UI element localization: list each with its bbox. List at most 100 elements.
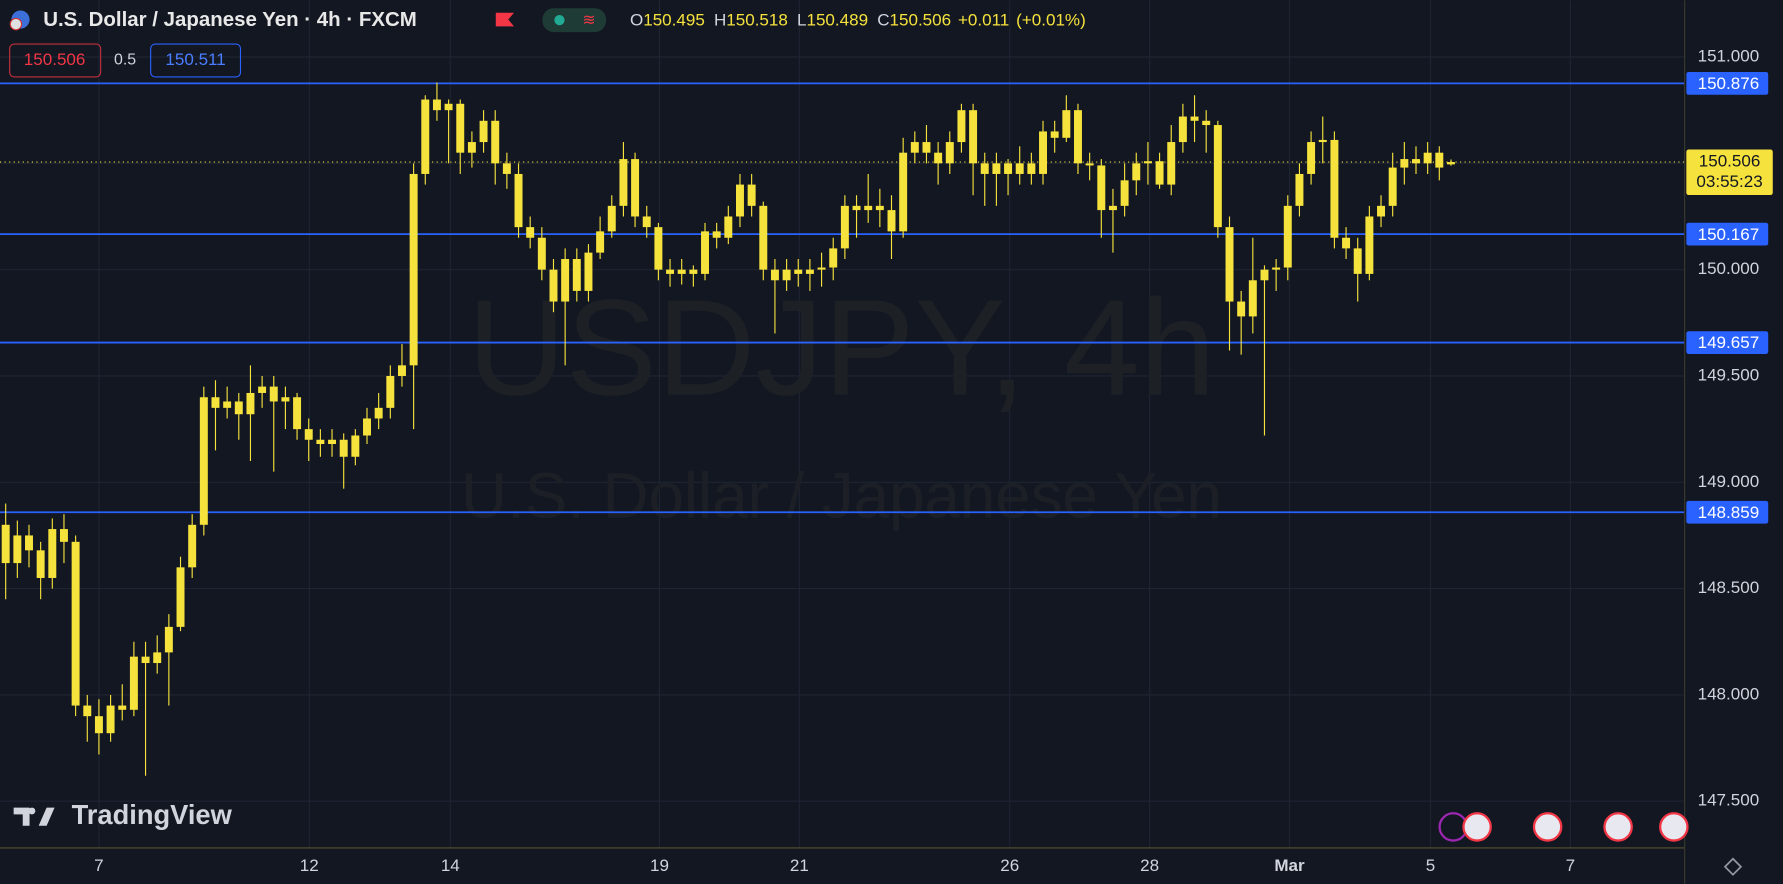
ohlc-label: C <box>877 10 889 29</box>
watermark-name: U.S. Dollar / Japanese Yen <box>461 460 1222 531</box>
candle-body <box>1318 139 1327 143</box>
price-axis: 147.500 148.000 148.500 149.000 149.500 150.0… <box>1686 47 1773 810</box>
watermark-symbol: USDJPY, 4h <box>467 270 1215 423</box>
candle-body <box>1108 205 1117 211</box>
candle-body <box>1365 216 1374 274</box>
level-label: 148.859 <box>1698 503 1760 522</box>
candle-body <box>631 159 640 217</box>
event-icon[interactable] <box>1603 812 1633 842</box>
candle-body <box>607 205 616 232</box>
flag-icon[interactable] <box>495 12 514 27</box>
candle-body <box>83 705 92 717</box>
candle-body <box>969 110 978 164</box>
symbol-icon-flag <box>9 17 23 31</box>
event-icon[interactable] <box>1659 812 1689 842</box>
candle-body <box>1155 161 1164 185</box>
candle-body <box>794 269 803 274</box>
candle-body <box>421 99 430 174</box>
candle-body <box>71 541 80 706</box>
candle-body <box>1412 159 1420 164</box>
level-label-box <box>1686 331 1769 354</box>
candle-body <box>712 231 721 238</box>
candle-body <box>1307 142 1316 174</box>
candle-body <box>1260 269 1269 281</box>
change-pct: (+0.01%) <box>1016 10 1086 29</box>
spread: 0.5 <box>114 52 136 69</box>
candle-body <box>1015 163 1024 174</box>
ohlc-value: 150.489 <box>806 10 868 29</box>
ohlc-value: 150.495 <box>643 10 705 29</box>
y-tick-label: 148.000 <box>1698 684 1760 703</box>
symbol-title[interactable]: U.S. Dollar / Japanese Yen · 4h · FXCM <box>43 8 417 31</box>
level-label: 150.876 <box>1698 74 1760 93</box>
settings-icon[interactable] <box>1723 857 1743 876</box>
candle-body <box>386 375 395 408</box>
candle-body <box>910 142 919 153</box>
change: +0.011 <box>958 10 1009 29</box>
x-tick-label: 19 <box>650 856 669 875</box>
ohlc-label: L <box>797 10 806 29</box>
candle-body <box>829 248 838 268</box>
candle-body <box>526 227 535 238</box>
buy-price[interactable]: 150.511 <box>165 50 225 69</box>
x-tick-label: 12 <box>300 856 319 875</box>
candle-body <box>1097 165 1106 211</box>
candle-body <box>106 705 115 734</box>
last-price-label: 150.506 <box>1699 152 1761 171</box>
candle-body <box>561 259 570 302</box>
candle-body <box>1062 110 1071 138</box>
candle-body <box>456 103 465 153</box>
level-label-box <box>1686 500 1769 524</box>
candle-body <box>467 142 476 153</box>
candle-body <box>246 392 255 415</box>
x-tick-label: 14 <box>441 856 460 875</box>
candle-body <box>339 439 348 457</box>
y-tick-label: 149.000 <box>1698 472 1760 491</box>
candle-body <box>94 716 103 734</box>
candle-body <box>514 173 523 228</box>
candle-body <box>1388 167 1397 206</box>
candle-body <box>1202 120 1211 126</box>
candle-body <box>642 216 651 228</box>
status-pill[interactable] <box>542 8 607 33</box>
candle-body <box>36 550 45 578</box>
candle-body <box>864 205 873 211</box>
candle-body <box>1283 205 1292 268</box>
y-tick-label: 149.500 <box>1698 365 1760 384</box>
y-tick-label: 147.500 <box>1698 791 1760 810</box>
candle-body <box>805 269 814 274</box>
candle-body <box>654 227 663 270</box>
candle-body <box>176 567 185 627</box>
buy-button[interactable] <box>150 43 242 78</box>
candle-body <box>735 184 744 217</box>
ohlc-value: 150.518 <box>726 10 788 29</box>
candle-body <box>281 397 290 402</box>
event-icon[interactable] <box>1462 812 1492 842</box>
candle-body <box>1143 161 1152 164</box>
candle-body <box>199 397 208 525</box>
candle-body <box>141 656 150 664</box>
candle-body <box>1027 163 1036 174</box>
candle-body <box>502 163 511 174</box>
candle-body <box>1178 116 1187 143</box>
candle-body <box>48 529 57 578</box>
y-tick-label: 148.500 <box>1698 578 1760 597</box>
candle-body <box>992 163 1001 174</box>
brand-name: TradingView <box>72 799 233 830</box>
level-label-box <box>1686 72 1769 95</box>
grid <box>0 0 1685 848</box>
x-tick-label: 28 <box>1140 856 1159 875</box>
candle-body <box>1342 237 1351 249</box>
event-icon[interactable] <box>1532 812 1563 842</box>
candle-body <box>188 524 197 568</box>
candle-body <box>164 626 173 653</box>
candle-body <box>782 269 791 281</box>
candle-body <box>444 103 453 111</box>
candle-body <box>1446 162 1455 165</box>
candle-body <box>1039 131 1048 174</box>
sell-button[interactable] <box>9 43 102 78</box>
sell-price[interactable]: 150.506 <box>24 50 86 69</box>
candle-body <box>1213 125 1222 228</box>
candle-body <box>1423 152 1432 164</box>
